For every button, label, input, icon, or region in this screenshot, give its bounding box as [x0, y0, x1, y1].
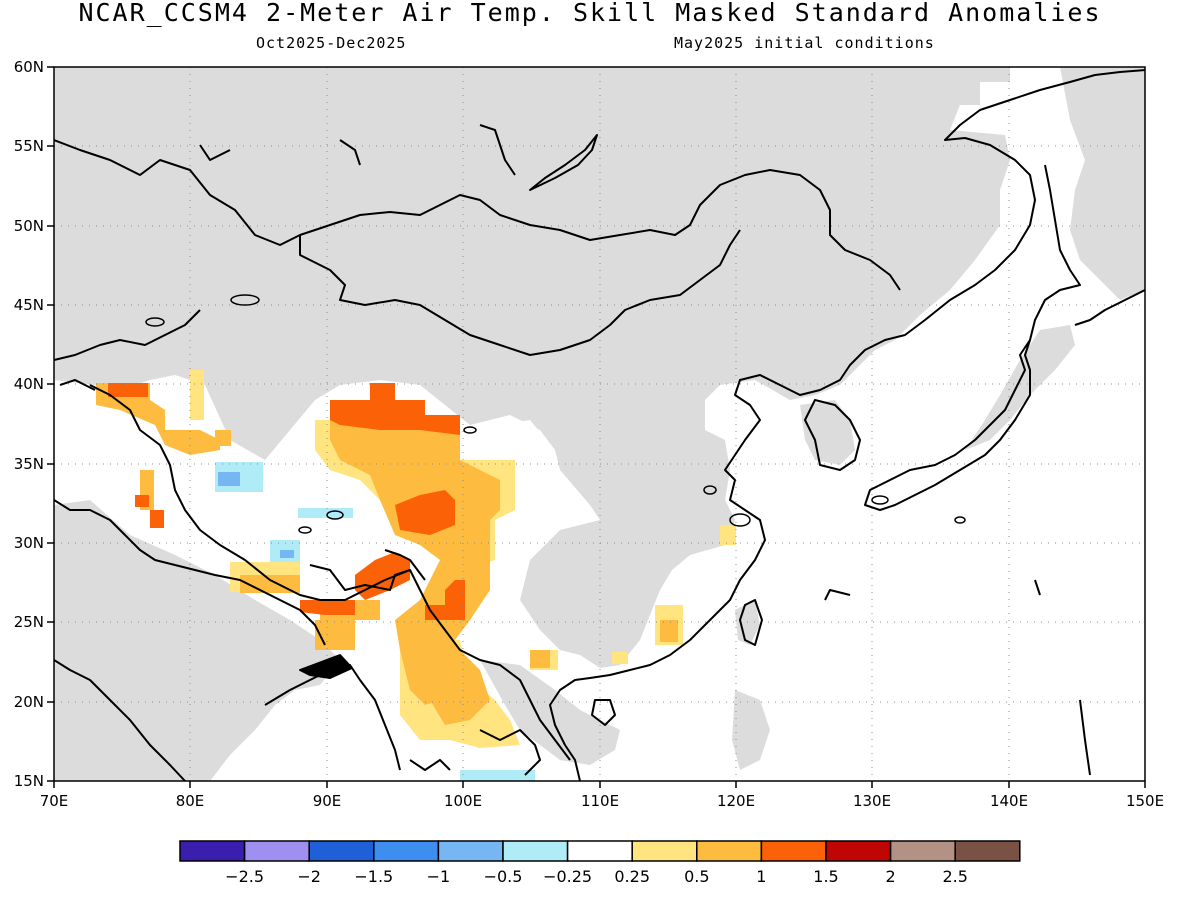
colorbar-swatch	[696, 840, 763, 862]
colorbar-label: −0.25	[543, 867, 592, 886]
colorbar-swatch	[179, 840, 246, 862]
colorbar-swatch	[566, 840, 633, 862]
lon-label: 90E	[313, 792, 342, 810]
colorbar-swatch	[308, 840, 375, 862]
colorbar-swatch	[243, 840, 310, 862]
lon-label: 80E	[176, 792, 205, 810]
colorbar-label: −2	[297, 867, 321, 886]
colorbar-swatch	[631, 840, 698, 862]
lat-label: 50N	[14, 217, 44, 235]
lon-label: 100E	[444, 792, 482, 810]
colorbar-label: −1	[427, 867, 451, 886]
colorbar-label: 2	[886, 867, 896, 886]
colorbar-label: 2.5	[942, 867, 967, 886]
lon-label: 70E	[40, 792, 69, 810]
colorbar-swatch	[373, 840, 440, 862]
colorbar-label: 0.25	[614, 867, 650, 886]
colorbar-swatch	[825, 840, 892, 862]
masked-land-korea	[800, 400, 855, 465]
lon-label: 130E	[853, 792, 891, 810]
colorbar-label: 0.5	[684, 867, 709, 886]
lon-label: 110E	[581, 792, 619, 810]
colorbar-label: −1.5	[354, 867, 393, 886]
axis-ticks	[47, 66, 1146, 788]
lat-label: 60N	[14, 58, 44, 76]
lat-label: 30N	[14, 534, 44, 552]
masked-land-philippines	[732, 690, 770, 770]
masked-land-kamchatka	[1060, 67, 1145, 300]
anomaly-1-1.5	[108, 383, 465, 620]
lon-label: 120E	[717, 792, 755, 810]
lat-label: 25N	[14, 613, 44, 631]
lat-label: 15N	[14, 772, 44, 790]
colorbar: −2.5 −2 −1.5 −1 −0.5 −0.25 0.25 0.5 1 1.5 2 2.5	[179, 840, 1021, 886]
masked-land-japan	[965, 325, 1075, 450]
colorbar-swatch	[760, 840, 827, 862]
masked-land-seasia	[480, 660, 620, 765]
latitude-labels: 15N 20N 25N 30N 35N 40N 45N 50N 55N 60N	[14, 58, 44, 790]
anomaly-negative	[215, 462, 535, 781]
masked-land-asia	[54, 67, 1010, 668]
coastlines	[54, 69, 1145, 781]
colorbar-label: −0.5	[484, 867, 523, 886]
map-title: NCAR_CCSM4 2-Meter Air Temp. Skill Maske…	[78, 0, 1102, 27]
lat-label: 40N	[14, 375, 44, 393]
colorbar-label: 1	[756, 867, 766, 886]
forecast-period: Oct2025-Dec2025	[256, 34, 407, 52]
lat-label: 35N	[14, 455, 44, 473]
lat-label: 55N	[14, 137, 44, 155]
lat-label: 20N	[14, 693, 44, 711]
colorbar-swatch	[437, 840, 504, 862]
longitude-labels: 70E 80E 90E 100E 110E 120E 130E 140E 150…	[40, 792, 1164, 810]
masked-land-india	[54, 500, 340, 781]
colorbar-swatch	[954, 840, 1021, 862]
lon-label: 140E	[990, 792, 1028, 810]
lakes-and-islands	[145, 294, 966, 534]
colorbar-label: −2.5	[225, 867, 264, 886]
colorbar-label: 1.5	[813, 867, 838, 886]
colorbar-swatch	[502, 840, 569, 862]
lat-label: 45N	[14, 296, 44, 314]
colorbar-swatch	[889, 840, 956, 862]
lon-label: 150E	[1126, 792, 1164, 810]
initial-conditions: May2025 initial conditions	[674, 34, 935, 52]
